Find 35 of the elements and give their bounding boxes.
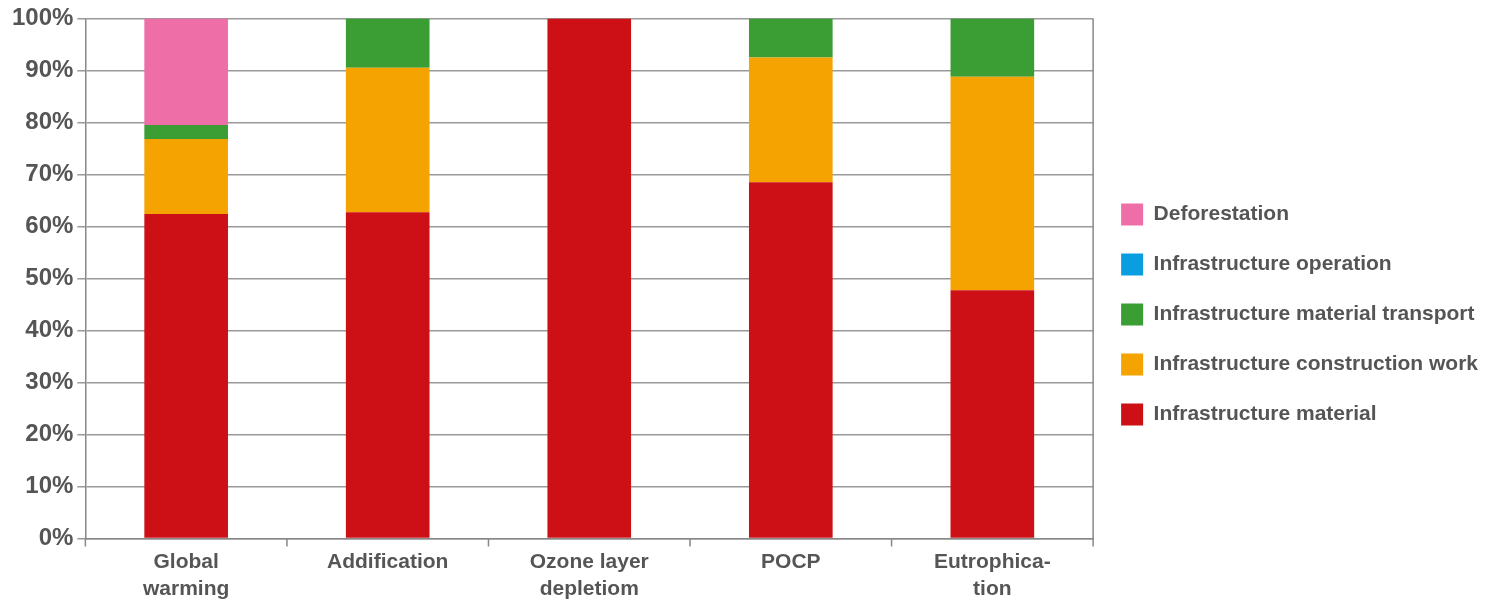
bar [144,139,228,214]
bar [144,125,228,140]
y-tick-label: 10% [25,471,74,499]
x-tick-label: Ozone layer depletiom [529,548,649,600]
x-tick-label: Eutrophica-tion [934,548,1051,600]
y-tick-label: 70% [25,159,74,187]
y-tick-label: 100% [11,3,74,31]
bar [345,67,430,213]
bar [144,213,228,538]
legend-label: Deforestation [1153,201,1289,225]
legend-label: Infrastructure material [1153,401,1377,425]
x-tick-label: POCP [761,548,821,572]
legend-label: Infrastructure construction work [1153,351,1479,375]
legend-label: Infrastructure material transport [1153,301,1475,325]
bar [950,18,1035,77]
bar [547,18,632,538]
y-tick-label: 20% [25,419,74,447]
y-tick-label: 50% [25,263,74,291]
bar [345,212,430,538]
bar [748,182,833,538]
legend-label: Infrastructure operation [1153,251,1392,275]
y-tick-label: 60% [25,211,74,239]
bar [144,18,228,125]
bar [748,18,833,58]
x-tick-label: Addification [327,548,449,572]
y-tick-label: 80% [25,107,74,135]
x-tick-label: Global warming [141,548,230,600]
y-tick-label: 40% [25,315,74,343]
bar [950,76,1035,291]
bar [345,18,430,68]
y-tick-label: 90% [25,55,74,83]
y-tick-label: 0% [38,523,74,551]
bar [950,290,1035,538]
y-tick-label: 30% [25,367,74,395]
bar [748,57,833,183]
